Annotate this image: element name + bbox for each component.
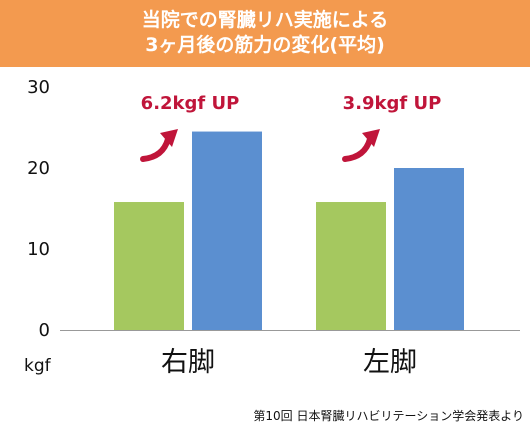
y-tick-label-2: 20: [27, 158, 50, 179]
bar-after-0: [192, 131, 262, 330]
bar-before-0: [114, 202, 184, 330]
source-note: 第10回 日本腎臓リハビリテーション学会発表より: [253, 409, 524, 423]
y-tick-label-1: 10: [27, 239, 50, 260]
annotation-label-0: 6.2kgf UP: [141, 93, 240, 114]
y-tick-label-3: 30: [27, 77, 50, 98]
y-unit-label: kgf: [24, 356, 52, 376]
title-banner: 当院での腎臓リハ実施による 3ヶ月後の筋力の変化(平均): [0, 0, 530, 67]
chart-title-line1: 当院での腎臓リハ実施による: [141, 9, 389, 31]
up-arrow-icon-0: [140, 129, 178, 162]
bar-chart: 0 10 20 30 kgf 右脚 6.2kgf UP 左脚 3.9kgf UP: [24, 77, 520, 378]
bar-after-1: [394, 168, 464, 330]
bar-before-1: [316, 202, 386, 330]
up-arrow-icon-1: [342, 129, 380, 162]
chart-title-line2: 3ヶ月後の筋力の変化(平均): [145, 34, 385, 56]
x-category-label-0: 右脚: [161, 347, 215, 378]
annotation-label-1: 3.9kgf UP: [343, 93, 442, 114]
y-tick-label-0: 0: [39, 320, 50, 341]
x-category-label-1: 左脚: [363, 347, 417, 378]
